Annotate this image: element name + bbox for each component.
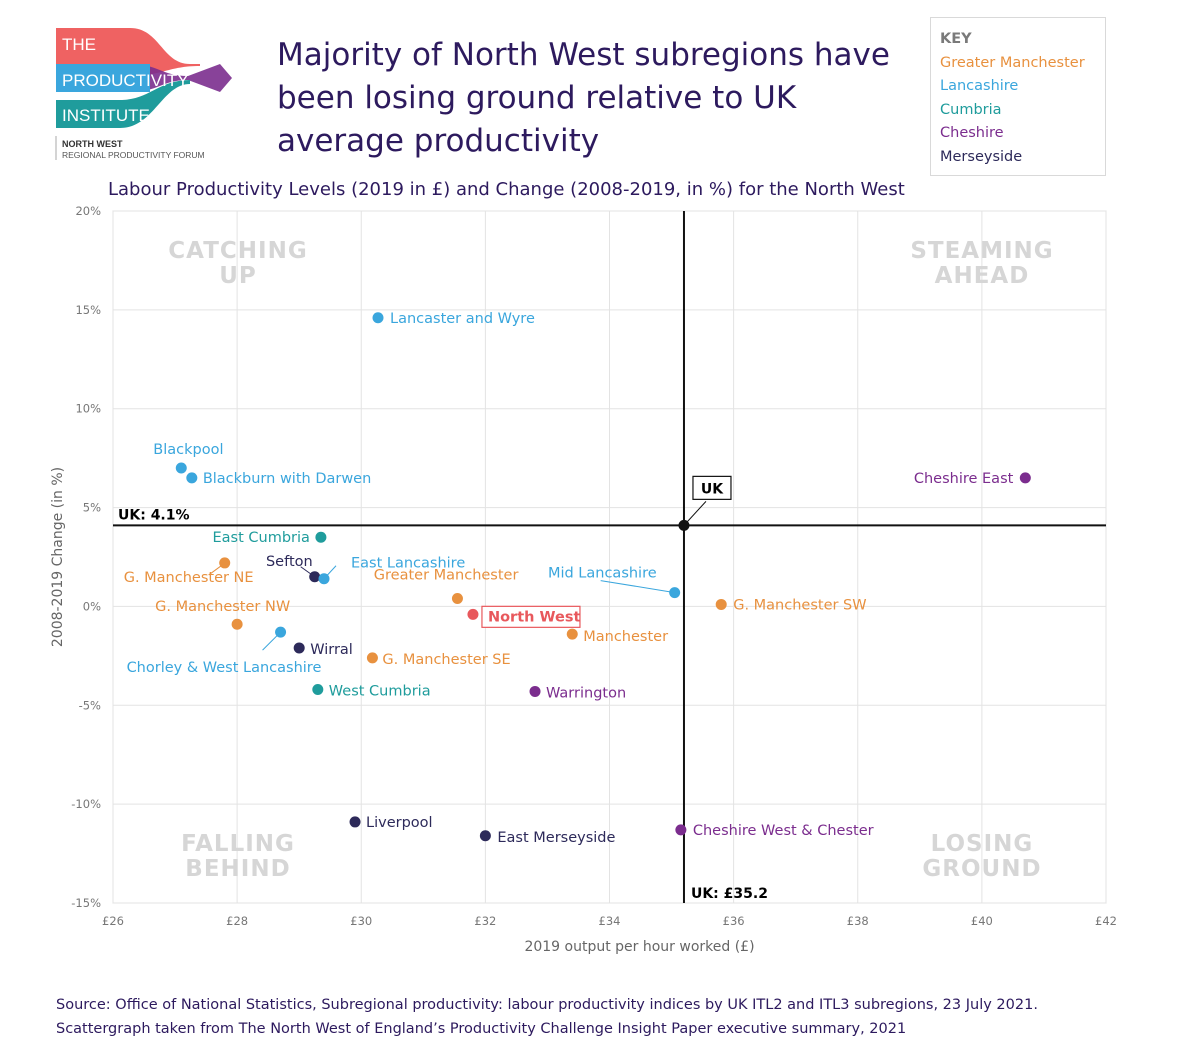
key-item: Cumbria [940, 101, 1002, 118]
data-point [451, 593, 463, 605]
data-point [293, 642, 305, 654]
key-item: Greater Manchester [940, 54, 1085, 71]
data-point-label: Wirral [310, 642, 353, 658]
source-line2: Scattergraph taken from The North West o… [56, 1021, 907, 1037]
data-point [315, 531, 327, 543]
y-tick-label: 0% [83, 599, 101, 613]
uk-x-reference-label: UK: £35.2 [691, 886, 768, 902]
data-point [318, 573, 330, 585]
logo-line2: PRODUCTIVITY [62, 71, 189, 90]
x-tick-label: £26 [102, 914, 124, 928]
logo-forum: REGIONAL PRODUCTIVITY FORUM [62, 150, 205, 160]
data-point-label: Manchester [583, 629, 668, 645]
data-point [175, 462, 187, 474]
key-item: Merseyside [940, 148, 1023, 165]
y-tick-label: 20% [75, 204, 101, 218]
data-point [1019, 472, 1031, 484]
key-item: Lancashire [940, 78, 1019, 94]
data-point [479, 830, 491, 842]
data-point [372, 312, 384, 324]
data-point-label: Sefton [266, 554, 313, 570]
legend-key: KEY Greater Manchester Lancashire Cumbria C… [930, 17, 1106, 176]
data-point [275, 626, 287, 638]
x-tick-label: £42 [1095, 914, 1117, 928]
y-tick-label: -10% [71, 797, 101, 811]
logo-line1: THE [62, 35, 96, 54]
scatter-chart: £26 £28 £30 £32 £34 £36 £38 £40 £42 20% 15% 10% 5% 0%… [50, 204, 1117, 955]
quadrant-label: LOSING [931, 831, 1034, 857]
x-tick-label: £40 [971, 914, 993, 928]
uk-label-box [692, 475, 732, 500]
source-note: Source: Office of National Statistics, S… [56, 993, 1038, 1041]
source-line1: Source: Office of National Statistics, S… [56, 997, 1038, 1013]
x-tick-label: £30 [350, 914, 372, 928]
y-tick-label: 10% [75, 402, 101, 416]
key-item: Cheshire [940, 125, 1004, 141]
x-tick-label: £32 [474, 914, 496, 928]
data-point [231, 618, 243, 630]
data-point-label: North West [488, 609, 580, 625]
key-title: KEY [940, 31, 972, 47]
data-point-label: East Merseyside [497, 830, 615, 846]
key-items: Greater Manchester Lancashire Cumbria Chesh… [940, 52, 1105, 170]
data-point-label: Cheshire East [914, 471, 1014, 487]
quadrant-label: AHEAD [935, 263, 1030, 289]
quadrant-label: STEAMING [910, 238, 1053, 264]
data-point [366, 652, 378, 664]
headline: Majority of North West subregions have b… [277, 37, 890, 159]
data-point [312, 683, 324, 695]
data-point-label: Lancaster and Wyre [390, 311, 535, 327]
data-point [669, 587, 681, 599]
data-point [715, 598, 727, 610]
data-point-label: East Lancashire [351, 556, 465, 572]
x-tick-label: £28 [226, 914, 248, 928]
data-point [566, 628, 578, 640]
data-point-label: Mid Lancashire [548, 566, 657, 582]
y-tick-label: -15% [71, 896, 101, 910]
quadrant-label: UP [219, 263, 257, 289]
data-point [529, 685, 541, 697]
y-tick-label: -5% [79, 698, 101, 712]
x-tick-label: £36 [723, 914, 745, 928]
data-point-label: East Cumbria [212, 530, 309, 546]
y-tick-label: 15% [75, 303, 101, 317]
logo-line3: INSTITUTE [62, 106, 150, 125]
data-point-label: Warrington [546, 685, 626, 701]
leader-line [600, 580, 675, 594]
uk-point-label: UK [701, 481, 724, 497]
data-point [467, 608, 479, 620]
data-point [309, 571, 321, 583]
data-point-label: Blackburn with Darwen [203, 471, 372, 487]
data-point-label: G. Manchester NW [155, 599, 290, 615]
data-point-label: Greater Manchester [374, 568, 519, 584]
data-point [186, 472, 198, 484]
logo-graphic: THE PRODUCTIVITY INSTITUTE NORTH WEST RE… [55, 28, 232, 160]
chart-title: Labour Productivity Levels (2019 in £) a… [108, 179, 905, 200]
quadrant-label: BEHIND [185, 856, 290, 882]
y-axis-title: 2008-2019 Change (in %) [50, 467, 66, 647]
data-point [349, 816, 361, 828]
data-point-label: West Cumbria [329, 683, 431, 699]
uk-y-reference-label: UK: 4.1% [118, 507, 190, 523]
north-west-label-box [481, 605, 581, 628]
quadrant-label: CATCHING [168, 238, 307, 264]
uk-point [678, 519, 690, 531]
data-point-label: Chorley & West Lancashire [127, 660, 322, 676]
data-point-label: G. Manchester SE [382, 652, 510, 668]
productivity-institute-logo: THE PRODUCTIVITY INSTITUTE NORTH WEST RE… [50, 28, 250, 168]
data-point-label: Blackpool [153, 442, 223, 458]
data-point-label: G. Manchester SW [733, 597, 866, 613]
data-point [675, 824, 687, 836]
data-point [219, 557, 231, 569]
x-axis-title: 2019 output per hour worked (£) [524, 939, 754, 955]
quadrant-label: FALLING [181, 831, 295, 857]
y-tick-label: 5% [83, 501, 101, 515]
data-point-label: Liverpool [366, 815, 433, 831]
data-point-label: Cheshire West & Chester [693, 823, 874, 839]
data-point-label: G. Manchester NE [124, 570, 254, 586]
logo-region: NORTH WEST [62, 139, 123, 149]
x-tick-label: £38 [847, 914, 869, 928]
quadrant-label: GROUND [922, 856, 1041, 882]
x-tick-label: £34 [599, 914, 621, 928]
